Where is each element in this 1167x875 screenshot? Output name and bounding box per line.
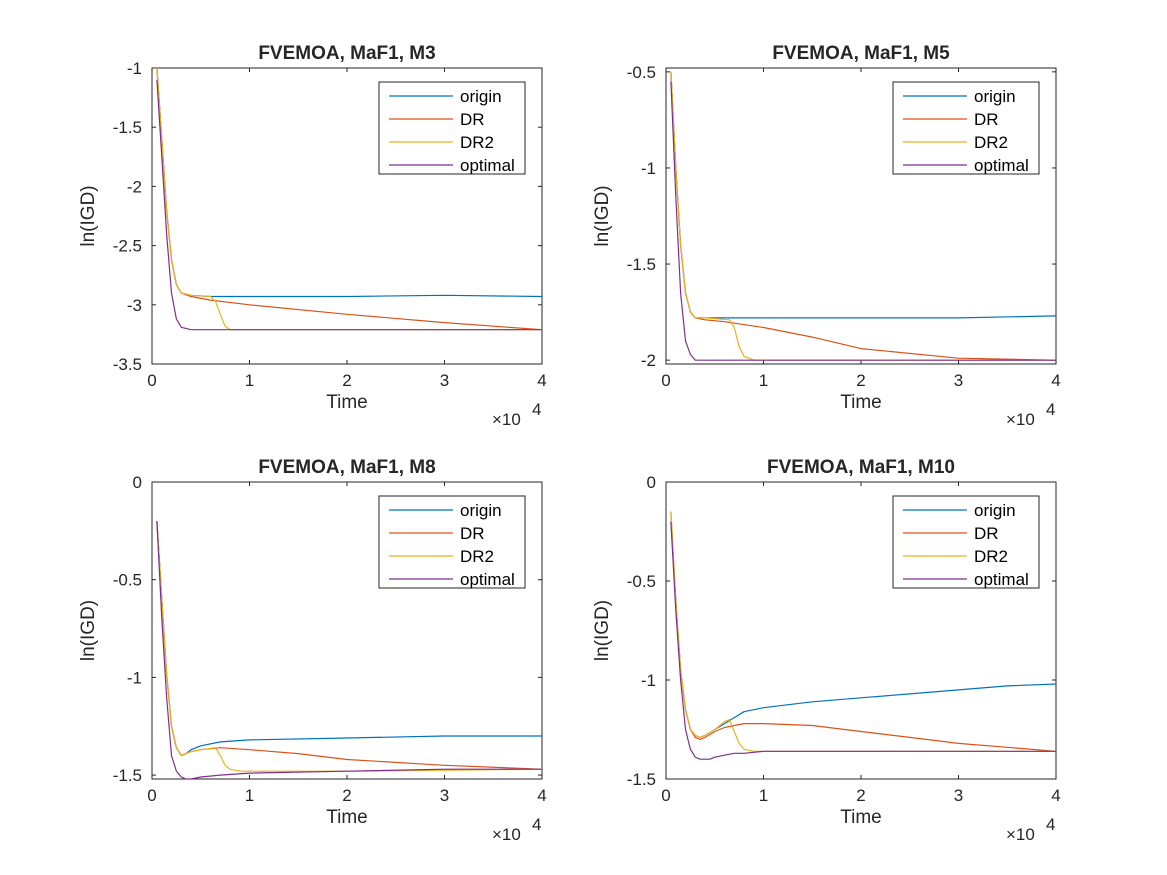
legend-box (892, 81, 1040, 175)
x-tick-label: 1 (245, 786, 254, 805)
legend-label: DR2 (460, 547, 494, 566)
chart-2: FVEMOA, MaF1, M5 0 1 2 3 4 -0.5 -1 -1.5 -2 Time ln(… (592, 43, 1061, 429)
chart-title: FVEMOA, MaF1, M3 (258, 43, 435, 64)
chart-3: FVEMOA, MaF1, M8 0 1 2 3 4 0 -0.5 -1 -1.5 Time ln(I… (78, 457, 547, 844)
series-group (156, 521, 542, 779)
series-line-optimal (156, 521, 542, 779)
x-tick-label: 2 (856, 371, 865, 390)
x-exponent-label: ×10 (492, 825, 521, 844)
legend-label: DR (974, 524, 999, 543)
x-tick-label: 0 (661, 786, 670, 805)
y-tick-label: -0.5 (113, 571, 142, 590)
x-exponent-power: 4 (1046, 400, 1055, 419)
x-axis-label: Time (840, 392, 882, 413)
legend-label: origin (460, 501, 502, 520)
series-line-optimal (156, 79, 542, 331)
y-tick-label: -1 (127, 668, 142, 687)
y-tick-label: -2.5 (113, 237, 142, 256)
legend-label: DR (974, 110, 999, 129)
legend-label: DR2 (974, 547, 1008, 566)
x-axis-label: Time (840, 807, 882, 828)
legend-label: optimal (460, 156, 515, 175)
series-line-optimal (670, 81, 1056, 361)
x-tick-label: 4 (1051, 786, 1060, 805)
x-tick-label: 3 (954, 786, 963, 805)
x-exponent-power: 4 (532, 400, 541, 419)
series-group (670, 511, 1056, 760)
x-tick-label: 1 (759, 786, 768, 805)
y-tick-label: -3 (127, 296, 142, 315)
x-exponent-power: 4 (532, 815, 541, 834)
legend-label: origin (460, 87, 502, 106)
series-line-dr2 (156, 521, 542, 772)
legend-label: optimal (974, 156, 1029, 175)
x-tick-label: 1 (759, 371, 768, 390)
y-tick-label: -0.5 (627, 63, 656, 82)
x-exponent-label: ×10 (1006, 825, 1035, 844)
legend-box (378, 495, 526, 589)
legend-label: DR (460, 524, 485, 543)
y-tick-label: -0.5 (627, 572, 656, 591)
chart-4: FVEMOA, MaF1, M10 0 1 2 3 4 0 -0.5 -1 -1.5 Time ln(… (592, 457, 1061, 844)
legend: origin DR DR2 optimal (892, 495, 1040, 589)
y-axis-label: ln(IGD) (78, 600, 99, 661)
x-tick-label: 0 (147, 371, 156, 390)
x-tick-label: 3 (440, 786, 449, 805)
x-tick-label: 2 (856, 786, 865, 805)
legend-label: DR2 (974, 133, 1008, 152)
x-exponent-label: ×10 (492, 410, 521, 429)
legend: origin DR DR2 optimal (892, 81, 1040, 175)
y-tick-label: 0 (133, 473, 142, 492)
x-axis-label: Time (326, 392, 368, 413)
y-tick-label: -2 (127, 177, 142, 196)
x-tick-label: 4 (537, 786, 546, 805)
legend-box (892, 495, 1040, 589)
legend-label: origin (974, 87, 1016, 106)
x-axis-label: Time (326, 807, 368, 828)
y-tick-label: -3.5 (113, 355, 142, 374)
series-group (156, 68, 542, 331)
y-axis-label: ln(IGD) (592, 600, 613, 661)
series-group (670, 71, 1056, 361)
y-tick-label: -1 (641, 159, 656, 178)
legend-label: DR2 (460, 133, 494, 152)
y-tick-label: -1.5 (627, 770, 656, 789)
legend-label: optimal (974, 570, 1029, 589)
x-tick-label: 0 (661, 371, 670, 390)
y-tick-label: -2 (641, 351, 656, 370)
legend-box (378, 81, 526, 175)
x-exponent-power: 4 (1046, 815, 1055, 834)
series-line-optimal (670, 521, 1056, 760)
x-tick-label: 3 (954, 371, 963, 390)
legend: origin DR DR2 optimal (378, 81, 526, 175)
x-exponent-label: ×10 (1006, 410, 1035, 429)
y-tick-label: 0 (647, 473, 656, 492)
chart-title: FVEMOA, MaF1, M8 (258, 457, 435, 478)
chart-1: FVEMOA, MaF1, M3 0 1 2 3 4 -1 -1.5 -2 -2.5 -3 -3.5 T… (78, 43, 547, 429)
y-tick-label: -1.5 (113, 118, 142, 137)
legend-label: optimal (460, 570, 515, 589)
x-tick-label: 3 (440, 371, 449, 390)
legend-label: DR (460, 110, 485, 129)
y-tick-label: -1 (127, 59, 142, 78)
y-tick-label: -1.5 (113, 766, 142, 785)
y-tick-label: -1.5 (627, 255, 656, 274)
legend: origin DR DR2 optimal (378, 495, 526, 589)
x-tick-label: 0 (147, 786, 156, 805)
x-tick-label: 4 (1051, 371, 1060, 390)
x-tick-label: 4 (537, 371, 546, 390)
x-tick-label: 2 (342, 371, 351, 390)
chart-title: FVEMOA, MaF1, M10 (767, 457, 955, 478)
legend-label: origin (974, 501, 1016, 520)
chart-title: FVEMOA, MaF1, M5 (772, 43, 950, 64)
x-tick-label: 2 (342, 786, 351, 805)
y-axis-label: ln(IGD) (592, 185, 613, 246)
y-axis-label: ln(IGD) (78, 185, 99, 246)
y-tick-label: -1 (641, 671, 656, 690)
x-tick-label: 1 (245, 371, 254, 390)
